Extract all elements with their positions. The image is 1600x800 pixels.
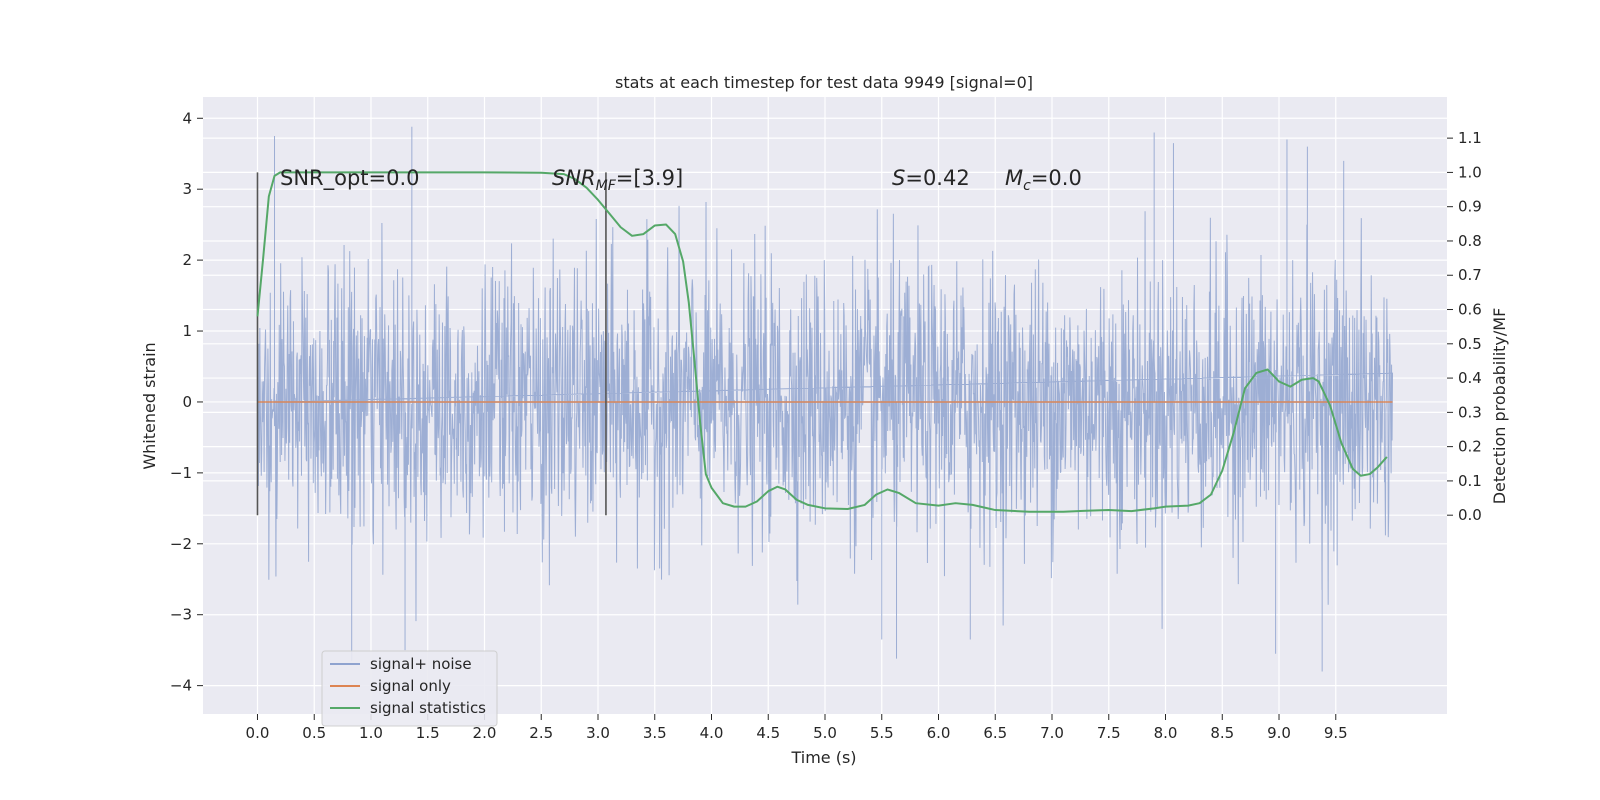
x-tick-label: 0.5 bbox=[302, 724, 326, 742]
annotation-mc-value: =0.0 bbox=[1031, 166, 1082, 190]
y2-axis-ticks: 1.1 1.0 0.9 0.8 0.7 0.6 0.5 0.4 0.3 0.2 0.1 0.0 bbox=[1447, 129, 1482, 524]
x-tick-label: 5.5 bbox=[870, 724, 894, 742]
y-axis-ticks: 4 3 2 1 0 −1 −2 −3 −4 bbox=[170, 109, 203, 695]
series-signal-noise bbox=[256, 126, 1394, 672]
x-tick-label: 4.0 bbox=[700, 724, 724, 742]
x-tick-label: 2.0 bbox=[473, 724, 497, 742]
x-tick-label: 6.0 bbox=[927, 724, 951, 742]
x-tick-label: 7.0 bbox=[1040, 724, 1064, 742]
x-tick-label: 2.5 bbox=[529, 724, 553, 742]
y-tick-label: −3 bbox=[170, 606, 192, 624]
x-tick-label: 4.5 bbox=[756, 724, 780, 742]
x-tick-label: 8.5 bbox=[1210, 724, 1234, 742]
x-tick-label: 9.0 bbox=[1267, 724, 1291, 742]
signal-statistics-line bbox=[256, 171, 1388, 513]
x-tick-label: 3.0 bbox=[586, 724, 610, 742]
x-axis-title: Time (s) bbox=[790, 748, 856, 767]
x-tick-label: 0.0 bbox=[246, 724, 270, 742]
annotation-mc: Mc=0.0 bbox=[1005, 166, 1082, 194]
y2-tick-label: 0.7 bbox=[1458, 266, 1482, 284]
x-axis-ticks: 0.0 0.5 1.0 1.5 2.0 2.5 3.0 3.5 4.0 4.5 5.0 5.5 6.0 6… bbox=[246, 714, 1348, 742]
vertical-markers bbox=[256, 172, 607, 516]
y2-tick-label: 0.5 bbox=[1458, 335, 1482, 353]
y2-tick-label: 0.9 bbox=[1458, 198, 1482, 216]
signal-noise-line bbox=[256, 126, 1394, 672]
series-signal-statistics bbox=[256, 171, 1388, 513]
annotation-mc-symbol: M bbox=[1005, 166, 1023, 190]
annotation-s: S=0.42 bbox=[892, 166, 970, 190]
y2-tick-label: 0.8 bbox=[1458, 232, 1482, 250]
y2-tick-label: 0.1 bbox=[1458, 472, 1482, 490]
x-tick-label: 1.5 bbox=[416, 724, 440, 742]
x-tick-label: 9.5 bbox=[1324, 724, 1348, 742]
y2-tick-label: 0.6 bbox=[1458, 301, 1482, 319]
y2-tick-label: 0.3 bbox=[1458, 403, 1482, 421]
annotation-snr-mf-subscript: MF bbox=[596, 178, 617, 194]
y-tick-label: 1 bbox=[182, 322, 192, 340]
y-tick-label: 4 bbox=[182, 109, 192, 127]
annotation-snr-mf-symbol: SNR bbox=[552, 166, 596, 190]
legend-box bbox=[321, 650, 498, 727]
legend-label-signal-statistics: signal statistics bbox=[370, 699, 486, 717]
annotation-s-value: =0.42 bbox=[905, 166, 969, 190]
y-tick-label: 2 bbox=[182, 251, 192, 269]
legend: signal+ noise signal only signal statist… bbox=[321, 650, 498, 727]
y2-tick-label: 1.0 bbox=[1458, 163, 1482, 181]
x-tick-label: 7.5 bbox=[1097, 724, 1121, 742]
legend-label-signal-noise: signal+ noise bbox=[370, 655, 472, 673]
y2-tick-label: 0.2 bbox=[1458, 438, 1482, 456]
x-tick-label: 1.0 bbox=[359, 724, 383, 742]
y-tick-label: 3 bbox=[182, 180, 192, 198]
y-tick-label: 0 bbox=[182, 393, 192, 411]
y-tick-label: −4 bbox=[170, 677, 192, 695]
annotation-snr-mf: SNRMF=[3.9] bbox=[552, 166, 683, 194]
y2-axis-title: Detection probability/MF bbox=[1490, 308, 1509, 505]
x-tick-label: 5.0 bbox=[813, 724, 837, 742]
legend-label-signal-only: signal only bbox=[370, 677, 451, 695]
x-tick-label: 6.5 bbox=[983, 724, 1007, 742]
y-axis-title: Whitened strain bbox=[140, 342, 159, 469]
x-tick-label: 8.0 bbox=[1154, 724, 1178, 742]
y-tick-label: −1 bbox=[170, 464, 192, 482]
x-tick-label: 3.5 bbox=[643, 724, 667, 742]
y2-tick-label: 0.4 bbox=[1458, 369, 1482, 387]
annotation-s-symbol: S bbox=[892, 166, 905, 190]
annotation-mc-subscript: c bbox=[1023, 178, 1031, 194]
annotation-snr-mf-value: =[3.9] bbox=[616, 166, 683, 190]
chart-title: stats at each timestep for test data 994… bbox=[615, 73, 1033, 92]
annotation-snr-opt: SNR_opt=0.0 bbox=[280, 166, 420, 191]
y2-tick-label: 0.0 bbox=[1458, 506, 1482, 524]
y2-tick-label: 1.1 bbox=[1458, 129, 1482, 147]
y-tick-label: −2 bbox=[170, 535, 192, 553]
